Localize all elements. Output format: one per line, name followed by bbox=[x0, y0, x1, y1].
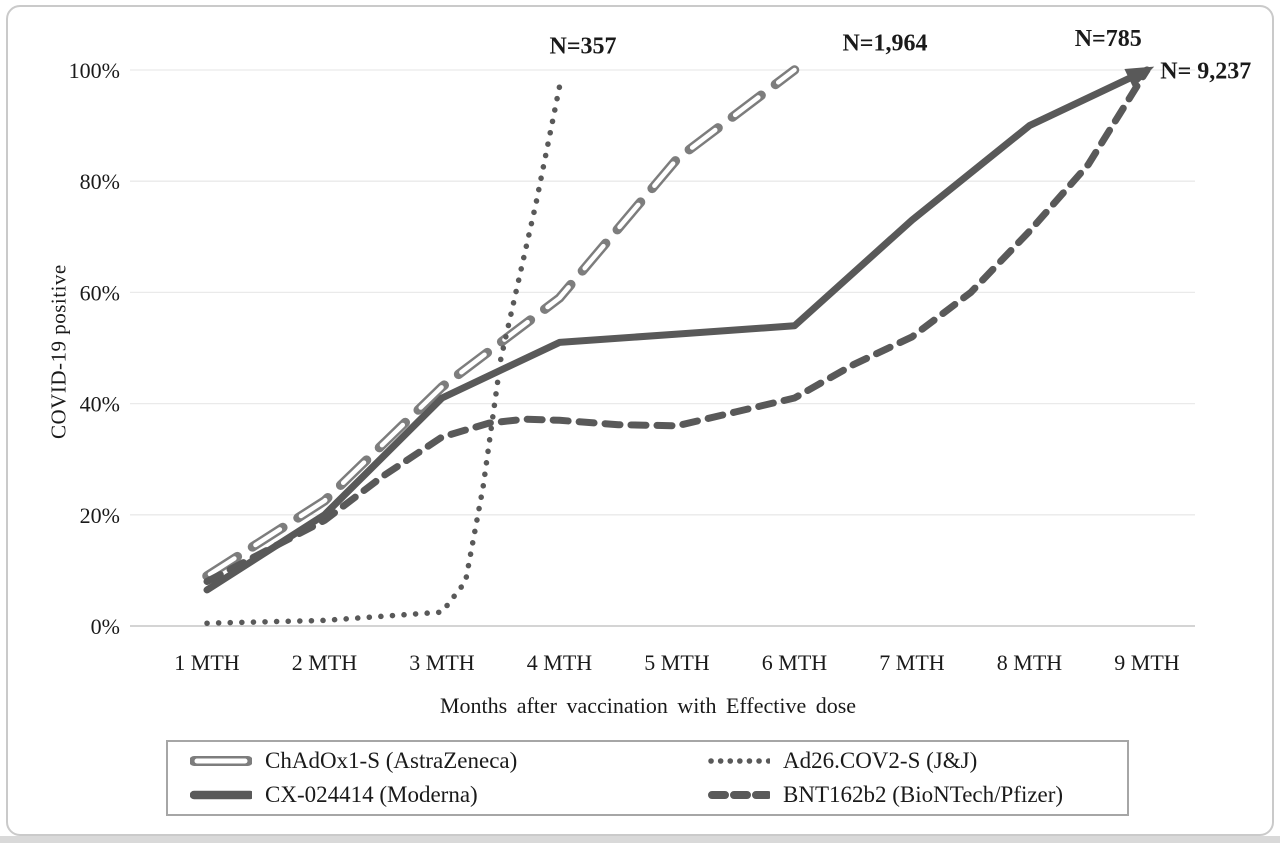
legend-item-jj: Ad26.COV2-S (J&J) bbox=[708, 744, 977, 778]
bottom-shadow-strip bbox=[0, 836, 1280, 843]
x-axis-title: Months after vaccination with Effective … bbox=[439, 693, 857, 718]
y-tick-label: 0% bbox=[91, 614, 120, 639]
x-tick-label: 7 MTH bbox=[879, 650, 945, 675]
y-tick-label: 80% bbox=[80, 169, 120, 194]
legend-label-pfizer: BNT162b2 (BioNTech/Pfizer) bbox=[783, 782, 1064, 807]
y-tick-label: 60% bbox=[80, 280, 120, 305]
annotation-n-9-237: N= 9,237 bbox=[1160, 58, 1251, 84]
legend-label-astrazeneca: ChAdOx1-S (AstraZeneca) bbox=[265, 748, 518, 773]
legend-label-moderna: CX-024414 (Moderna) bbox=[265, 782, 478, 807]
series-line-chadox1-s-astrazeneca bbox=[204, 67, 797, 579]
x-tick-label: 8 MTH bbox=[997, 650, 1063, 675]
x-tick-label: 6 MTH bbox=[762, 650, 828, 675]
legend-sample-astrazeneca-line bbox=[190, 756, 252, 766]
legend-item-astrazeneca: ChAdOx1-S (AstraZeneca) bbox=[190, 744, 517, 778]
annotation-n-785: N=785 bbox=[1075, 26, 1142, 52]
legend-item-pfizer: BNT162b2 (BioNTech/Pfizer) bbox=[708, 778, 1063, 812]
chart-canvas: 0% 20% 40% 60% 80% 100% 1 MTH 2 MTH 3 MTH 4 MTH 5 … bbox=[69, 26, 1252, 675]
legend-label-jj: Ad26.COV2-S (J&J) bbox=[783, 748, 978, 773]
y-tick-label: 20% bbox=[80, 503, 120, 528]
series-line-ad26-cov2-s-j-j bbox=[204, 83, 563, 626]
y-tick-label: 40% bbox=[80, 392, 120, 417]
series-line-cx-024414-moderna bbox=[203, 66, 1151, 594]
y-tick-label: 100% bbox=[69, 58, 120, 83]
x-tick-label: 3 MTH bbox=[409, 650, 475, 675]
arrowhead-cx-024414-moderna bbox=[1124, 66, 1155, 89]
y-axis-title: COVID-19 positive bbox=[46, 264, 71, 440]
legend-sample-jj-line bbox=[708, 758, 770, 764]
series-line-bnt162b2-biontech-pfizer bbox=[203, 66, 1151, 585]
x-tick-label: 9 MTH bbox=[1114, 650, 1180, 675]
series-line-chadox1-s-astrazeneca bbox=[202, 65, 800, 581]
x-tick-label: 2 MTH bbox=[292, 650, 358, 675]
legend-sample-pfizer-line bbox=[708, 791, 770, 799]
figure-card: 0% 20% 40% 60% 80% 100% 1 MTH 2 MTH 3 MTH 4 MTH 5 … bbox=[6, 5, 1274, 836]
x-tick-label: 4 MTH bbox=[527, 650, 593, 675]
x-tick-label: 1 MTH bbox=[174, 650, 240, 675]
legend-item-moderna: CX-024414 (Moderna) bbox=[190, 778, 478, 812]
x-tick-label: 5 MTH bbox=[644, 650, 710, 675]
legend: ChAdOx1-S (AstraZeneca) Ad26.COV2-S (J&J… bbox=[166, 740, 1129, 816]
annotation-n-357: N=357 bbox=[549, 33, 616, 59]
annotation-n-1-964: N=1,964 bbox=[842, 31, 927, 57]
legend-sample-moderna-line bbox=[190, 790, 252, 800]
